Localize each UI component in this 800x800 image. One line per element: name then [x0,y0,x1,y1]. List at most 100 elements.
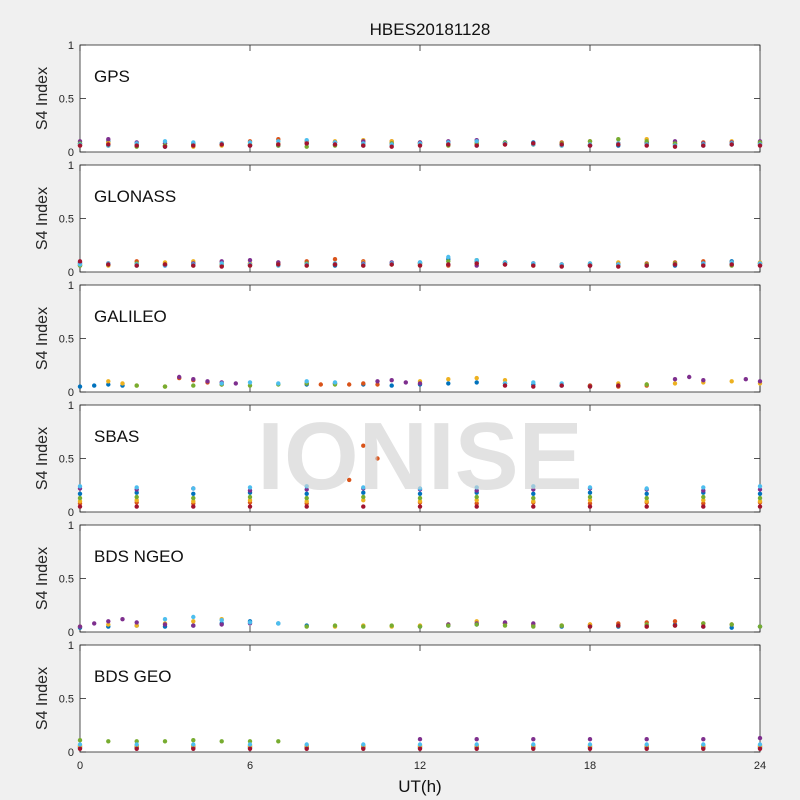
y-tick-label: 1 [68,40,74,52]
data-point [474,742,479,747]
data-point [191,383,196,388]
data-point [389,378,394,383]
data-point [77,738,83,743]
data-point [77,484,83,489]
data-point [587,494,593,500]
data-point [502,623,508,628]
data-point [644,737,649,742]
y-tick-label: 0 [68,387,74,399]
constellation-label: GPS [94,67,130,86]
data-point [474,258,479,263]
data-point [446,259,451,264]
panel-axes-box [79,524,761,633]
data-point [134,143,139,148]
data-point [417,742,423,747]
data-point [701,494,706,500]
data-point [191,623,196,628]
data-point [616,137,621,142]
data-point [219,261,224,266]
data-point [757,487,763,492]
data-point [347,382,352,387]
data-point [701,143,706,148]
data-point [559,623,564,628]
data-point [531,380,536,385]
data-point [757,624,763,629]
data-point [446,142,451,147]
data-point [304,624,309,629]
panel-gps: 0 0.5 1 S4 Index GPS [34,40,763,159]
data-point [162,144,168,149]
data-point [247,498,253,503]
data-point [106,137,111,142]
data-point [219,739,224,744]
data-point [92,621,97,626]
data-point [318,382,323,387]
data-point [644,486,649,491]
panel-axes-box [79,284,761,393]
panel-axes-box [79,164,761,273]
data-point [191,619,196,624]
data-point [375,456,380,461]
y-tick-label: 0 [68,627,74,639]
data-point [474,504,479,509]
data-point [134,263,139,268]
data-point [701,378,706,383]
panels: 0 0.5 1 S4 Index GPS 0 0.5 1 S4 Index GLONASS 0 0.5… [34,40,766,772]
data-point [531,487,536,492]
data-point [191,140,196,145]
data-point [644,143,649,148]
data-point [77,143,83,148]
data-point [162,617,168,622]
data-point [276,139,281,144]
data-point [474,501,479,506]
data-point [361,263,366,268]
data-point [134,746,139,751]
data-point [474,498,479,503]
data-point [474,488,479,493]
data-point [417,491,423,496]
watermark: IONISE [257,403,582,510]
data-point [729,142,734,147]
y-axis-label: S4 Index [34,667,51,730]
y-tick-label: 0.5 [59,214,74,226]
data-point [162,622,168,627]
x-tick-label: 12 [414,760,426,772]
data-point [757,504,763,509]
panel-glonass: 0 0.5 1 S4 Index GLONASS [34,160,763,279]
data-point [502,142,508,147]
data-point [417,263,423,268]
data-point [644,495,649,501]
data-point [757,495,763,501]
data-point [389,262,394,267]
data-point [644,263,649,268]
data-point [361,624,366,629]
data-point [446,377,451,382]
data-point [672,381,678,386]
data-point [616,142,621,147]
data-point [247,143,253,148]
data-point [701,488,706,493]
data-point [304,499,309,504]
data-point [502,378,508,383]
data-point [304,742,309,747]
data-point [417,381,423,386]
data-point [361,485,366,490]
data-point [757,746,763,751]
y-tick-label: 1 [68,520,74,532]
data-point [106,622,111,627]
data-point [672,144,678,149]
data-point [559,142,564,147]
data-point [474,261,479,266]
data-point [446,623,451,628]
data-point [757,735,763,741]
data-point [587,263,593,268]
data-point [757,742,763,747]
data-point [531,742,536,747]
data-point [502,262,508,267]
data-point [701,263,706,268]
data-point [191,491,196,496]
data-point [304,379,309,384]
data-point [644,499,649,504]
data-point [587,504,593,509]
data-point [502,383,508,388]
